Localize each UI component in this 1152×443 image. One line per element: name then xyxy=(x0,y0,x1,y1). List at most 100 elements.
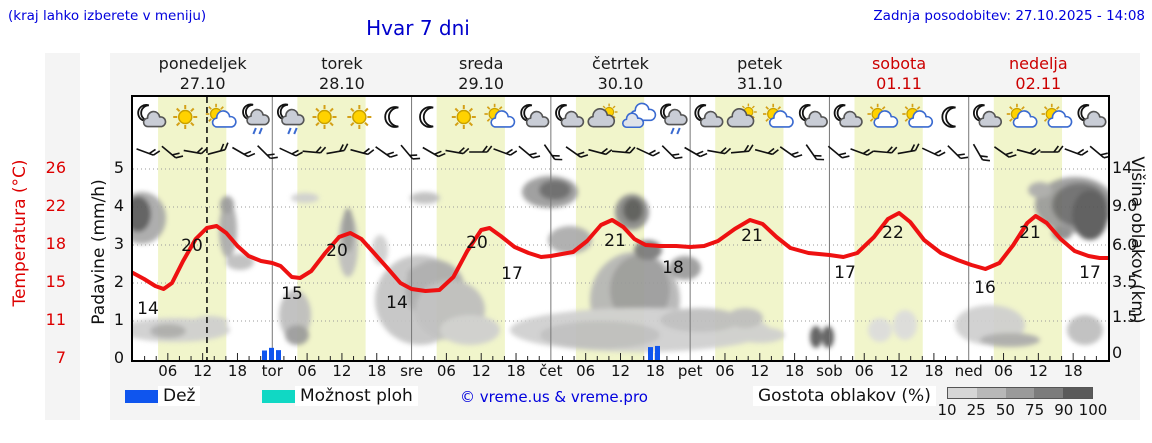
day-header: četrtek 30.10 xyxy=(551,54,690,96)
wind-barb xyxy=(827,145,850,159)
sun-icon xyxy=(347,105,372,129)
temp-label: 18 xyxy=(662,258,684,278)
daylight-band xyxy=(158,97,227,360)
cloud-blob xyxy=(822,326,834,348)
temp-tick-label: 11 xyxy=(45,310,66,329)
weather-icon xyxy=(587,103,618,128)
wind-barb xyxy=(422,146,446,158)
day-header: ponedeljek 27.10 xyxy=(133,54,272,96)
weather-icon xyxy=(484,103,516,128)
x-tick-label: 06 xyxy=(158,362,178,380)
cloud-icon xyxy=(211,110,237,128)
meteogram-chart: 14 20 15 20 14 20 17 21 18 21 17 22 16 21 17 xyxy=(118,97,1115,360)
cloud-tick-label: 14 xyxy=(1112,158,1133,177)
rain-bar xyxy=(655,345,660,360)
weather-icon xyxy=(384,106,399,128)
plot-area: 14 20 15 20 14 20 17 21 18 21 17 22 16 21 17 xyxy=(118,95,1115,362)
wind-barb xyxy=(136,148,161,156)
temp-tick-label: 15 xyxy=(45,272,66,291)
weather-icon xyxy=(1006,103,1038,128)
rain-marks-icon xyxy=(670,127,681,135)
precip-tick-label: 3 xyxy=(113,234,124,253)
page-title: Hvar 7 dni xyxy=(366,16,470,40)
cloud-icon xyxy=(699,110,724,128)
x-tick-label: pet xyxy=(677,362,703,380)
weather-icon xyxy=(347,105,372,129)
cloud-tick-label: 3.5 xyxy=(1112,272,1138,291)
cloud-blob xyxy=(407,265,443,285)
precip-tick-label: 4 xyxy=(113,196,124,215)
cloud-blob xyxy=(735,327,785,343)
cloud-icon xyxy=(621,112,645,129)
wind-barb xyxy=(1064,148,1089,156)
density-segment xyxy=(1063,388,1092,398)
day-header: torek 28.10 xyxy=(272,54,411,96)
wind-barb xyxy=(279,147,303,157)
weather-icon xyxy=(555,104,585,128)
weather-icon xyxy=(902,103,934,128)
cloud-tick-label: 0 xyxy=(1112,343,1123,362)
temp-label: 17 xyxy=(501,264,523,284)
weather-icon xyxy=(867,103,899,128)
temp-label: 15 xyxy=(281,284,303,304)
cloud-blob xyxy=(440,315,500,345)
cloud-density-label: Gostota oblakov (%) xyxy=(753,386,936,406)
cloud-blob xyxy=(220,196,234,214)
wind-barb xyxy=(400,144,421,160)
day-name: sreda xyxy=(459,54,504,73)
weather-icon xyxy=(798,104,828,128)
temp-label: 20 xyxy=(326,241,348,261)
x-tick-label: 18 xyxy=(506,362,526,380)
x-tick-label: 12 xyxy=(1028,362,1048,380)
cloud-icon xyxy=(873,110,899,128)
x-tick-label: 06 xyxy=(715,362,735,380)
x-tick-label: sre xyxy=(400,362,424,380)
day-date: 01.11 xyxy=(876,74,922,93)
cloud-density-stops: 10 25 50 75 90 100 xyxy=(0,401,1152,419)
weather-icon xyxy=(451,105,476,129)
rain-bar xyxy=(276,350,281,360)
wind-barb xyxy=(207,142,229,156)
wind-barb xyxy=(1089,145,1112,159)
temp-label: 20 xyxy=(466,233,488,253)
cloud-blob xyxy=(727,308,763,328)
menu-hint: (kraj lahko izberete v meniju) xyxy=(8,8,207,24)
density-segment xyxy=(1034,388,1064,398)
x-tick-label: 06 xyxy=(436,362,456,380)
cloud-icon xyxy=(1012,110,1038,128)
precip-tick-label: 5 xyxy=(113,158,124,177)
day-date: 31.10 xyxy=(736,74,783,93)
cloud-blob xyxy=(540,321,660,349)
credit-link[interactable]: © vreme.us & vreme.pro xyxy=(460,388,648,406)
weather-icon xyxy=(726,103,757,128)
wind-barb xyxy=(183,147,208,155)
cloud-icon xyxy=(560,110,585,128)
day-date: 27.10 xyxy=(179,74,226,93)
temp-label: 17 xyxy=(834,263,856,283)
weather-icon xyxy=(694,104,724,128)
cloud-blob xyxy=(1072,190,1108,240)
weather-icon xyxy=(173,105,198,129)
temp-label: 14 xyxy=(386,293,408,313)
x-tick-label: tor xyxy=(261,362,283,380)
x-tick-label: 18 xyxy=(924,362,944,380)
x-tick-label: 06 xyxy=(854,362,874,380)
precip-tick-label: 2 xyxy=(113,272,124,291)
sun-icon xyxy=(312,105,337,129)
cloud-blob xyxy=(226,254,254,270)
weather-icon xyxy=(137,104,167,128)
cloud-icon xyxy=(587,108,616,128)
weather-icon xyxy=(941,106,956,128)
day-header: sreda 29.10 xyxy=(412,54,551,96)
x-tick-label: 12 xyxy=(332,362,352,380)
sun-icon xyxy=(451,105,476,129)
day-name: nedelja xyxy=(1008,54,1068,73)
temperature-ticks: 26 22 18 15 11 7 xyxy=(26,97,66,367)
day-name: četrtek xyxy=(592,54,649,73)
wind-barb xyxy=(805,144,825,161)
weather-icon xyxy=(621,102,657,129)
day-date: 30.10 xyxy=(597,74,644,93)
x-tick-label: 12 xyxy=(193,362,213,380)
temp-label: 20 xyxy=(181,236,203,256)
weather-icon xyxy=(762,103,794,128)
